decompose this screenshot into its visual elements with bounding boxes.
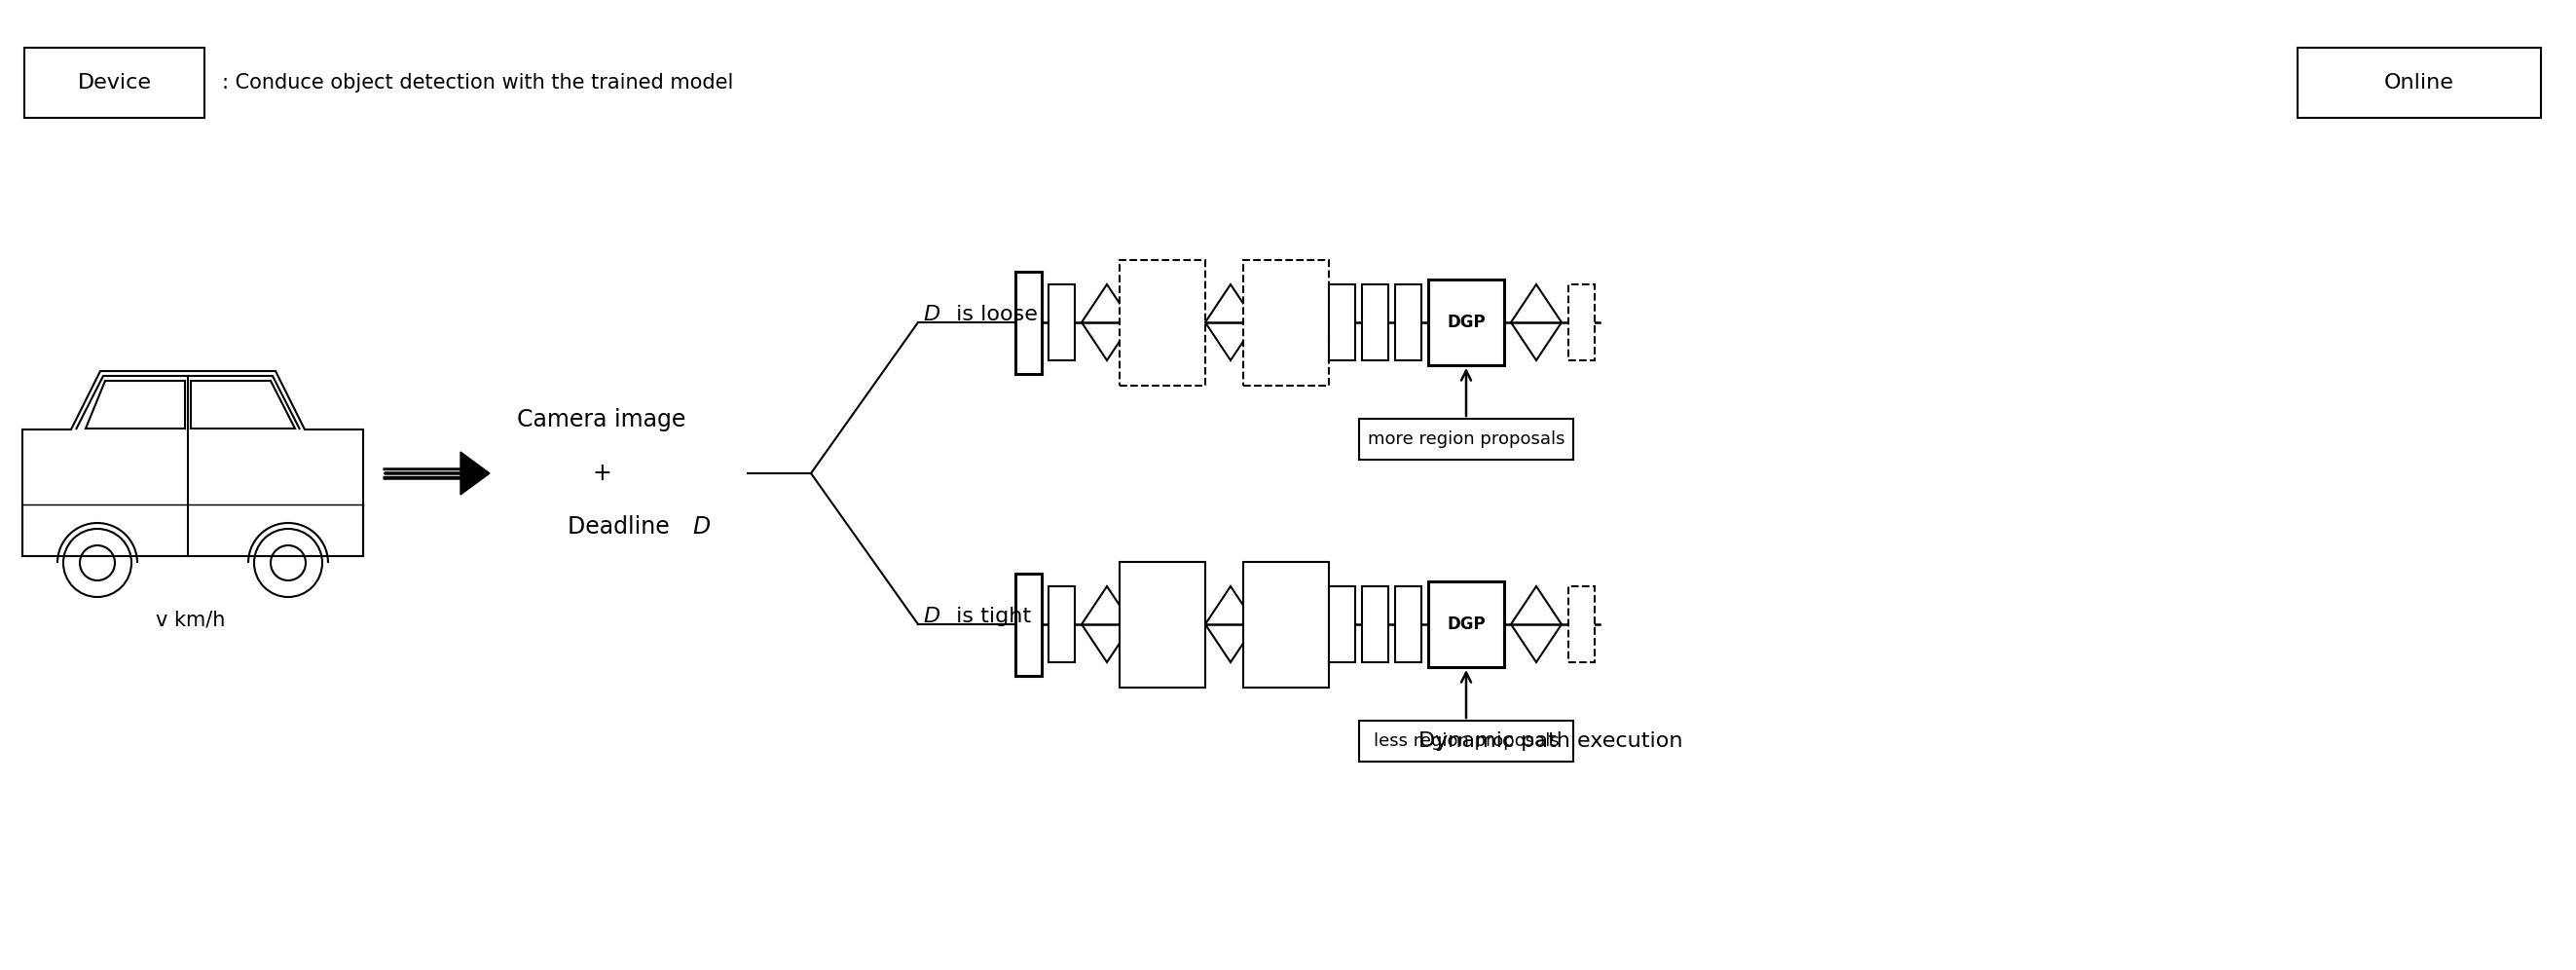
Bar: [1569, 284, 1595, 360]
Text: DGP: DGP: [1448, 616, 1486, 633]
Bar: [1172, 296, 1198, 349]
Bar: [1172, 605, 1198, 643]
Bar: [1244, 562, 1329, 687]
Text: less region proposals: less region proposals: [1373, 732, 1558, 750]
Text: more region proposals: more region proposals: [1368, 431, 1564, 448]
Bar: [1363, 586, 1388, 663]
Text: Deadline: Deadline: [567, 515, 677, 538]
Bar: [1139, 598, 1164, 651]
Bar: [1360, 419, 1574, 460]
Text: D: D: [922, 305, 940, 324]
Bar: [2298, 48, 2540, 117]
Text: Device: Device: [77, 73, 152, 92]
Bar: [1139, 284, 1164, 360]
Text: Dynamic path execution: Dynamic path execution: [1419, 731, 1682, 751]
Bar: [1396, 284, 1422, 360]
Text: v km/h: v km/h: [157, 610, 227, 630]
Bar: [1569, 586, 1595, 663]
Bar: [1121, 562, 1206, 687]
Bar: [1121, 260, 1206, 385]
Text: Online: Online: [2385, 73, 2455, 92]
Bar: [1244, 260, 1329, 385]
Bar: [1360, 721, 1574, 761]
Text: DGP: DGP: [1448, 313, 1486, 331]
Bar: [1262, 598, 1288, 651]
Bar: [1015, 573, 1041, 675]
Bar: [1427, 581, 1504, 667]
Bar: [1048, 586, 1074, 663]
Text: is tight: is tight: [948, 607, 1030, 627]
Bar: [1296, 304, 1321, 340]
Bar: [23, 48, 204, 117]
Bar: [1329, 284, 1355, 360]
Text: D: D: [922, 607, 940, 627]
Bar: [1262, 296, 1288, 349]
Text: Camera image: Camera image: [518, 408, 685, 432]
Text: D: D: [693, 515, 711, 538]
Bar: [1329, 586, 1355, 663]
Polygon shape: [461, 452, 489, 495]
Bar: [1296, 605, 1321, 643]
Bar: [1363, 284, 1388, 360]
Text: +: +: [592, 462, 611, 485]
Bar: [1396, 586, 1422, 663]
Bar: [1048, 284, 1074, 360]
Text: : Conduce object detection with the trained model: : Conduce object detection with the trai…: [222, 73, 734, 92]
Text: is loose: is loose: [948, 305, 1038, 324]
Bar: [1015, 272, 1041, 373]
Bar: [1427, 279, 1504, 366]
